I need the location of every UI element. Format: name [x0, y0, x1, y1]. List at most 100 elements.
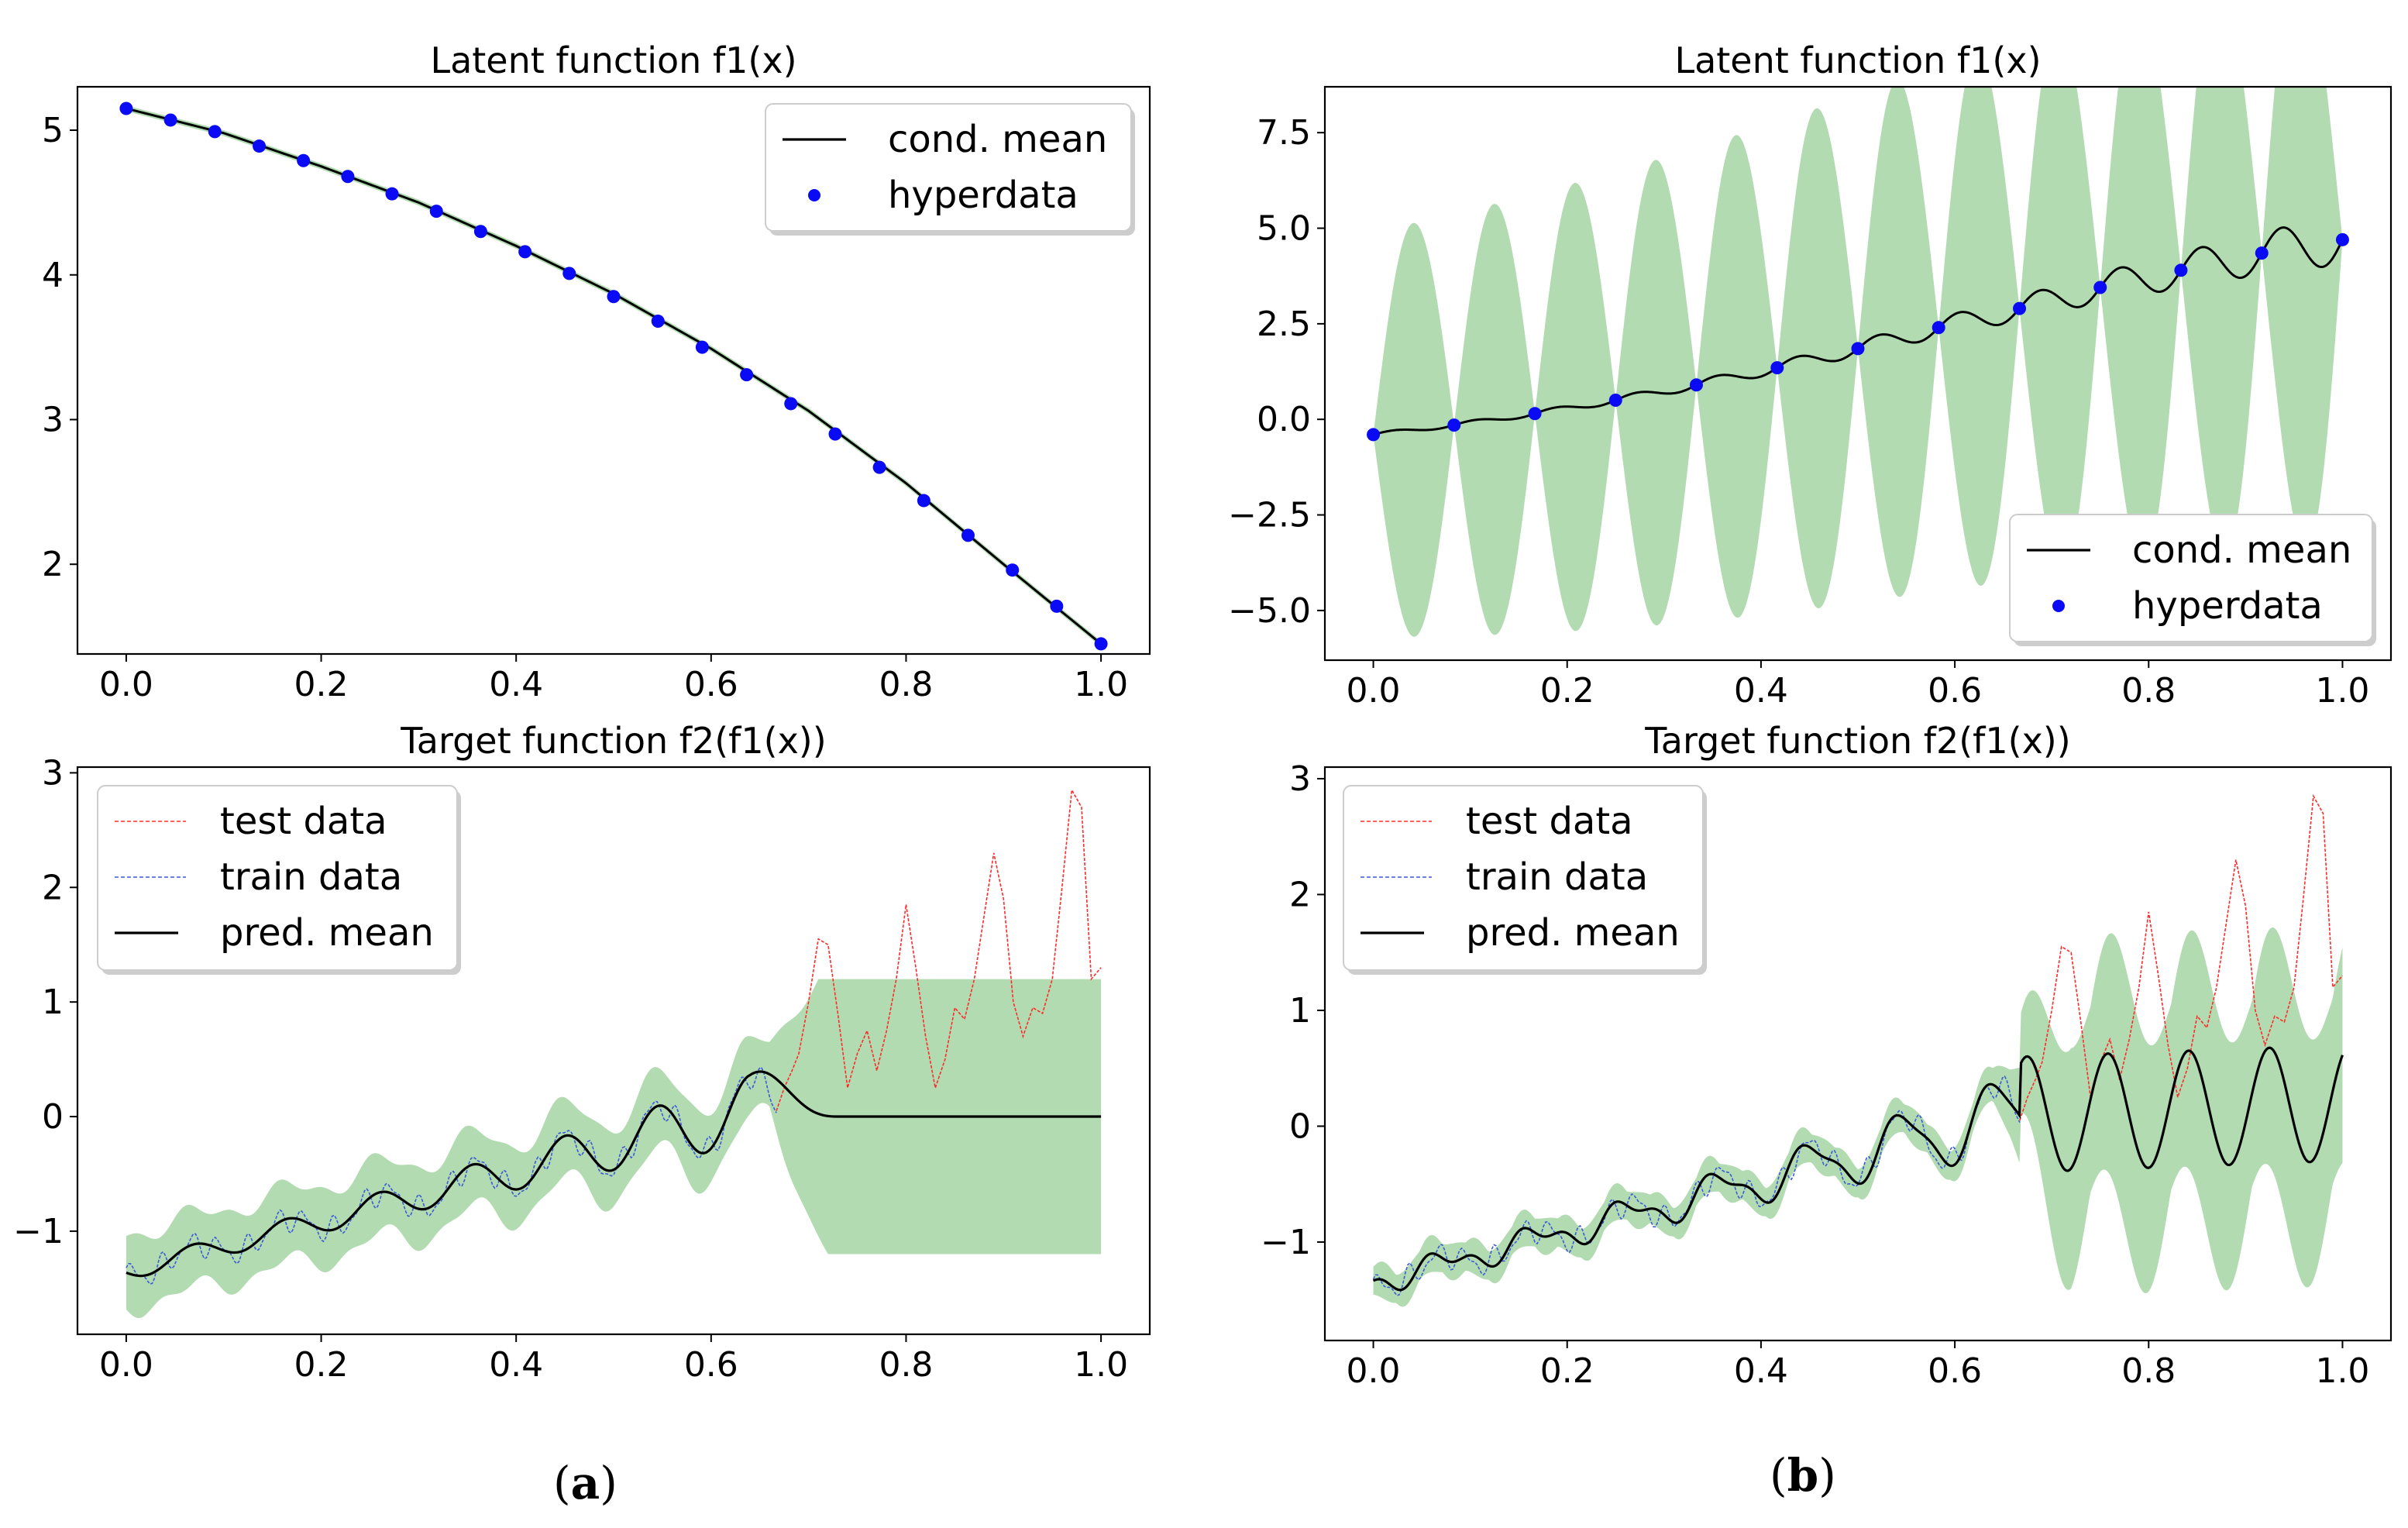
a-top-hyperdata-point [473, 225, 487, 239]
a-top-axes-frame [76, 85, 1151, 656]
b-top-ytick-label: −5.0 [1228, 591, 1311, 631]
a-bottom-ytick-label: 1 [42, 983, 64, 1022]
b-bottom-title: Target function f2(f1(x)) [1644, 720, 2070, 762]
a-top-legend: cond. mean hyperdata [765, 103, 1135, 236]
a-top-xtick-label: 0.4 [489, 665, 543, 704]
a-top-hyperdata-point [429, 205, 443, 219]
a-top-hyperdata-point [1094, 637, 1108, 651]
a-top-hyperdata-point [297, 153, 311, 167]
a-top-legend-label: cond. mean [888, 118, 1107, 161]
a-top-xtick-label: 0.6 [684, 665, 738, 704]
a-top-xtick-label: 0.8 [879, 665, 933, 704]
a-bottom-plot-area [126, 787, 1102, 1319]
b-top-hyperdata-point [1770, 361, 1784, 375]
b-top-xtick-label: 1.0 [2315, 671, 2369, 711]
b-top-ytick-label: −2.5 [1228, 496, 1311, 535]
a-bottom-title: Target function f2(f1(x)) [400, 720, 826, 762]
a-top-hyperdata-point [385, 187, 399, 201]
a-top-legend-box [765, 103, 1132, 232]
b-top-hyperdata-point [1447, 418, 1461, 432]
b-bottom-xtick-label: 0.0 [1347, 1351, 1401, 1391]
a-top-hyperdata-point [253, 139, 267, 153]
b-bottom-legend-label: test data [1466, 800, 1633, 843]
panel-label-b: (b) [1770, 1449, 1836, 1502]
b-top-title: Latent function f1(x) [1674, 40, 2041, 81]
a-top-xtick-label: 0.0 [99, 665, 153, 704]
b-top-xtick-label: 0.4 [1734, 671, 1788, 711]
b-top-uncertainty-band [1373, 87, 2343, 637]
b-bottom-xtick-label: 0.2 [1540, 1351, 1594, 1391]
a-top-hyperdata-point [119, 102, 133, 115]
a-top-legend-point-swatch [808, 189, 820, 201]
a-top-ytick-label: 2 [42, 545, 64, 584]
a-top-hyperdata-point [518, 245, 532, 259]
b-bottom-legend: test data train data pred. mean [1343, 785, 1707, 975]
a-bottom-ytick-label: 2 [42, 868, 64, 907]
a-top-hyperdata-point [208, 125, 222, 139]
b-top-ytick-label: 0.0 [1257, 400, 1311, 439]
b-top-legend-box [2009, 514, 2373, 642]
b-bottom-pred-mean-line [1372, 1046, 2344, 1292]
b-top-xtick-label: 0.6 [1928, 671, 1982, 711]
b-bottom-train-data-line [1372, 1075, 2021, 1296]
a-top-ytick-label: 3 [42, 400, 64, 439]
a-bottom-train-data-line [126, 1066, 777, 1285]
b-top-legend-label: cond. mean [2132, 528, 2351, 572]
a-bottom-chart: Target function f2(f1(x)) 0.0 0.2 0.4 0.6 0.8… [13, 720, 1151, 1385]
a-top-xtick-label: 1.0 [1074, 665, 1128, 704]
a-top-hyperdata-point [740, 368, 754, 382]
a-top-hyperdata-point [961, 528, 975, 542]
a-top-hyperdata-point [607, 290, 621, 304]
a-top-hyperdata-point [562, 267, 576, 280]
a-top-hyperdata-point [1006, 563, 1020, 577]
a-top-hyperdata-point [917, 494, 931, 508]
b-top-hyperdata-point [1689, 378, 1703, 392]
b-bottom-legend-box [1343, 785, 1704, 971]
a-top-chart: Latent function f1(x) 0.0 0.2 0.4 0.6 0.8 1.0 2… [42, 40, 1151, 704]
b-bottom-ytick-label: 0 [1289, 1106, 1311, 1146]
a-bottom-legend-label: train data [220, 855, 402, 899]
b-top-chart: Latent function f1(x) 0.0 0.2 0.4 0.6 0.8 1.0 −… [1228, 40, 2393, 711]
a-bottom-pred-mean-line [126, 1070, 1102, 1278]
a-bottom-ytick-label: 3 [42, 753, 64, 793]
b-top-ytick-label: 5.0 [1257, 209, 1311, 249]
b-bottom-axes-frame [1323, 766, 2393, 1342]
a-bottom-uncertainty-band [126, 979, 1102, 1319]
b-bottom-xtick-label: 0.4 [1734, 1351, 1788, 1391]
b-top-hyperdata-point [1851, 342, 1865, 356]
b-bottom-legend-label: train data [1466, 855, 1648, 899]
a-bottom-xtick-label: 0.0 [99, 1345, 153, 1385]
b-bottom-xtick-label: 0.6 [1928, 1351, 1982, 1391]
a-bottom-legend-label: test data [220, 800, 387, 843]
a-top-hyperdata-point [872, 460, 886, 474]
b-top-hyperdata-point [1528, 407, 1542, 421]
a-bottom-legend: test data train data pred. mean [97, 785, 461, 975]
b-top-legend-point-swatch [2052, 600, 2065, 612]
b-top-hyperdata-point [2335, 232, 2349, 246]
a-top-hyperdata-point [695, 340, 709, 354]
b-top-ytick-label: 2.5 [1257, 305, 1311, 344]
b-top-hyperdata-point [2013, 301, 2027, 315]
a-bottom-xtick-label: 0.4 [489, 1345, 543, 1385]
a-bottom-ytick-label: 0 [42, 1097, 64, 1137]
b-bottom-test-data-line [2019, 793, 2344, 1121]
a-top-xtick-label: 0.2 [294, 665, 349, 704]
a-top-legend-label: hyperdata [888, 174, 1078, 217]
a-top-hyperdata-point [828, 427, 842, 441]
b-top-xtick-label: 0.8 [2121, 671, 2176, 711]
a-top-hyperdata-point [651, 315, 665, 329]
a-top-hyperdata-point [1050, 599, 1064, 613]
b-top-xtick-label: 0.2 [1540, 671, 1594, 711]
b-top-legend-label: hyperdata [2132, 584, 2323, 628]
b-top-plot-area [1367, 87, 2349, 637]
a-bottom-ytick-label: −1 [13, 1212, 64, 1251]
a-top-ytick-label: 4 [42, 256, 64, 295]
a-top-hyperdata-point [341, 170, 355, 184]
b-bottom-ytick-label: 3 [1289, 759, 1311, 799]
b-bottom-ytick-label: 2 [1289, 875, 1311, 914]
b-top-hyperdata-point [2255, 246, 2269, 260]
b-top-hyperdata-point [1367, 428, 1381, 442]
b-top-legend: cond. mean hyperdata [2009, 514, 2376, 646]
b-bottom-uncertainty-band [1373, 927, 2343, 1307]
b-bottom-legend-label: pred. mean [1466, 911, 1680, 955]
